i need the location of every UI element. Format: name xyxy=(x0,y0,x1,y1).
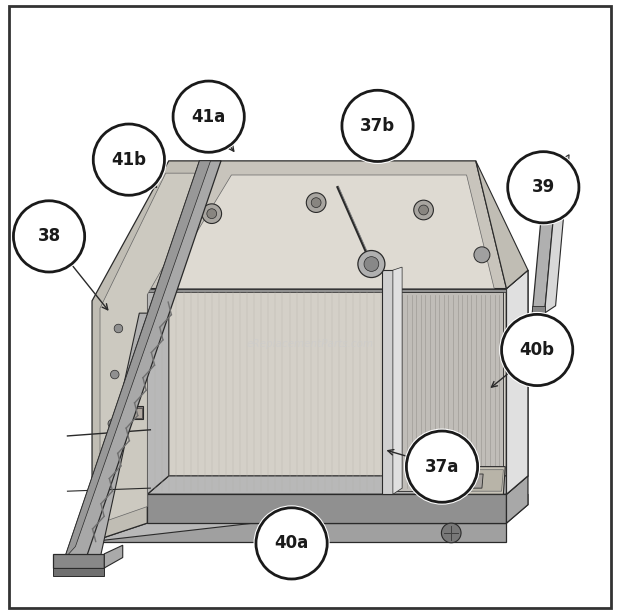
Polygon shape xyxy=(148,289,507,292)
Circle shape xyxy=(505,149,582,225)
Circle shape xyxy=(358,251,385,278)
Polygon shape xyxy=(433,467,505,494)
Polygon shape xyxy=(445,470,503,491)
Polygon shape xyxy=(507,476,528,523)
Circle shape xyxy=(14,201,85,272)
Polygon shape xyxy=(507,270,528,494)
Polygon shape xyxy=(64,161,211,559)
Polygon shape xyxy=(92,523,507,542)
Circle shape xyxy=(474,247,490,263)
Polygon shape xyxy=(393,267,402,494)
Circle shape xyxy=(364,257,379,271)
Circle shape xyxy=(502,314,573,386)
Polygon shape xyxy=(53,568,104,576)
Circle shape xyxy=(114,324,123,333)
Circle shape xyxy=(91,122,167,198)
Circle shape xyxy=(173,81,244,152)
Text: 41b: 41b xyxy=(112,150,146,169)
Polygon shape xyxy=(458,474,483,488)
Polygon shape xyxy=(546,154,559,161)
Polygon shape xyxy=(532,161,559,313)
Circle shape xyxy=(404,429,480,505)
Text: 39: 39 xyxy=(532,178,555,196)
Circle shape xyxy=(207,209,216,219)
Circle shape xyxy=(108,419,117,428)
Polygon shape xyxy=(86,313,153,559)
Circle shape xyxy=(441,523,461,543)
Circle shape xyxy=(306,193,326,212)
Polygon shape xyxy=(100,173,216,523)
Polygon shape xyxy=(131,406,143,419)
Text: 40b: 40b xyxy=(520,341,555,359)
Text: 37b: 37b xyxy=(360,117,395,135)
Polygon shape xyxy=(476,161,528,289)
Polygon shape xyxy=(148,476,528,494)
Circle shape xyxy=(254,505,330,581)
Circle shape xyxy=(202,204,221,223)
Polygon shape xyxy=(148,494,507,523)
Polygon shape xyxy=(148,289,507,494)
Polygon shape xyxy=(132,408,142,418)
Circle shape xyxy=(418,205,428,215)
Polygon shape xyxy=(383,270,393,494)
Text: eReplacementParts.com: eReplacementParts.com xyxy=(246,339,374,349)
Circle shape xyxy=(406,431,477,502)
Polygon shape xyxy=(532,306,544,313)
Polygon shape xyxy=(53,554,104,568)
Circle shape xyxy=(110,370,119,379)
Circle shape xyxy=(508,152,579,223)
Circle shape xyxy=(499,312,575,388)
Circle shape xyxy=(11,198,87,274)
Polygon shape xyxy=(104,545,123,568)
Polygon shape xyxy=(507,270,528,494)
Polygon shape xyxy=(148,270,528,289)
Text: 37a: 37a xyxy=(425,457,459,476)
Text: 38: 38 xyxy=(37,227,61,246)
Polygon shape xyxy=(64,161,221,559)
Circle shape xyxy=(311,198,321,208)
Circle shape xyxy=(256,508,327,579)
Circle shape xyxy=(342,90,413,161)
Polygon shape xyxy=(92,494,528,542)
Text: 41a: 41a xyxy=(192,107,226,126)
Polygon shape xyxy=(148,270,169,494)
Polygon shape xyxy=(544,155,569,313)
Circle shape xyxy=(340,88,415,164)
Circle shape xyxy=(170,79,247,155)
Polygon shape xyxy=(384,292,503,491)
Text: 40a: 40a xyxy=(275,534,309,553)
Polygon shape xyxy=(92,161,221,542)
Circle shape xyxy=(414,200,433,220)
Circle shape xyxy=(93,124,164,195)
Polygon shape xyxy=(148,161,507,289)
Polygon shape xyxy=(162,175,494,289)
Circle shape xyxy=(270,523,289,543)
Circle shape xyxy=(422,473,437,488)
